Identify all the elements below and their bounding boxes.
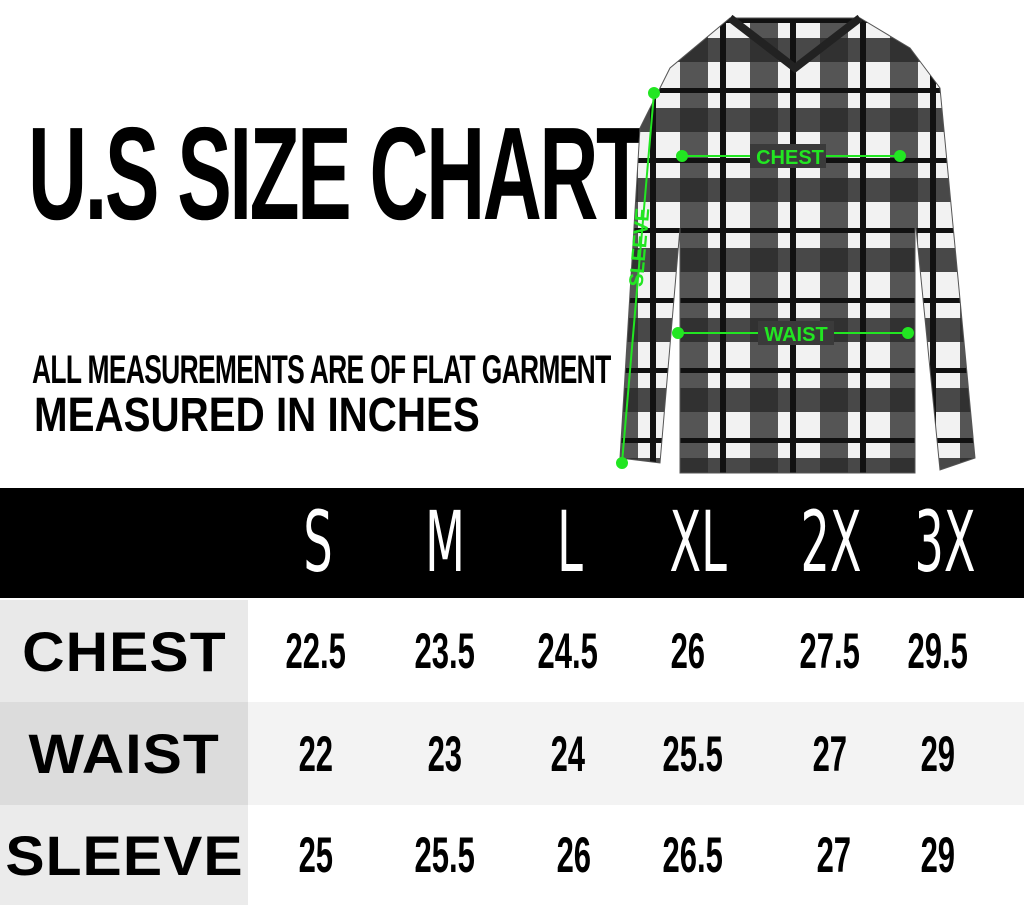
cell: 24 [550,725,586,782]
table-row-waist: WAIST 22 23 24 25.5 27 29 [0,702,1024,805]
cell: 22.5 [285,623,347,679]
cell: 27 [812,725,848,782]
subtitle-flat-garment: ALL MEASUREMENTS ARE OF FLAT GARMENT [32,348,611,392]
cell: 23.5 [414,623,476,679]
size-l: L [557,493,583,591]
size-xl: XL [669,493,727,591]
page-title: U.S SIZE CHART [28,100,646,247]
shirt-diagram: CHEST WAIST SLEEVE [616,14,976,474]
size-3x: 3X [914,493,976,591]
cell: 26 [670,623,706,679]
cell: 26.5 [662,827,724,883]
cell: 25.5 [662,725,724,782]
cell: 27 [816,827,852,883]
chest-measure-line [616,87,914,469]
cell: 22 [298,725,334,782]
cell: 29.5 [907,623,969,679]
cell: 25.5 [414,827,476,883]
chest-label: CHEST [756,147,824,169]
cell: 29 [920,827,956,883]
cell: 29 [920,725,956,782]
subtitle-inches: MEASURED IN INCHES [34,389,480,442]
size-m: M [425,493,465,591]
table-row-chest: CHEST 22.5 23.5 24.5 26 27.5 29.5 [0,600,1024,702]
size-2x: 2X [800,493,862,591]
table-row-sleeve: SLEEVE 25 25.5 26 26.5 27 29 [0,805,1024,905]
row-label: WAIST [28,722,220,785]
size-s: S [303,493,333,591]
cell: 26 [556,827,592,883]
cell: 27.5 [799,623,861,679]
row-label: CHEST [21,619,227,683]
size-header-band [0,488,1024,598]
cell: 24.5 [537,623,599,679]
cell: 23 [427,725,463,782]
row-label: SLEEVE [4,823,244,887]
waist-label: WAIST [764,324,827,346]
cell: 25 [298,827,334,883]
